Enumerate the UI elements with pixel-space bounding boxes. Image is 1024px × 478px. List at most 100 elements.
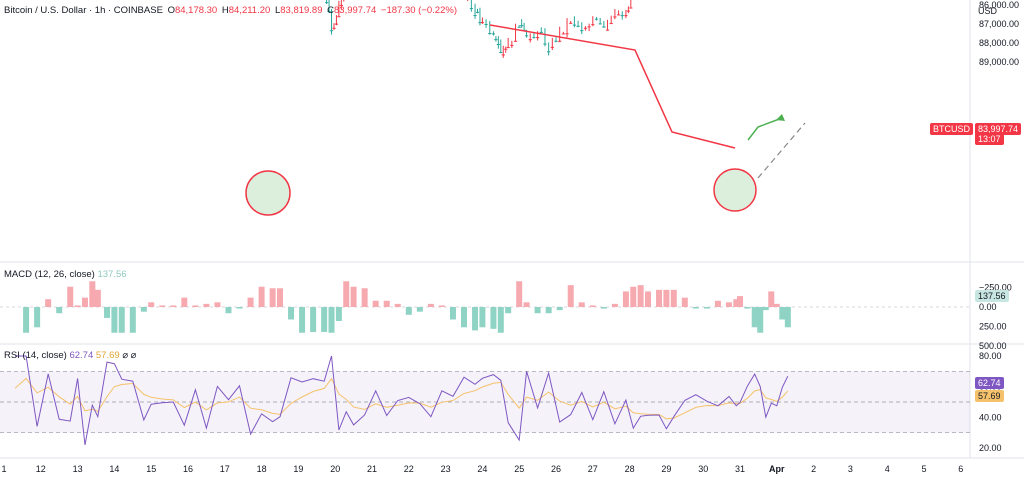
candle-body (473, 15, 477, 17)
rsi-badge: 62.74 (975, 377, 1004, 389)
candle-body (524, 35, 529, 37)
time-axis-tick: Apr (769, 464, 785, 474)
candle-body (327, 11, 331, 13)
macd-histogram-bar (89, 281, 96, 307)
candle-body (504, 48, 508, 50)
candle-body (629, 7, 633, 9)
candle-body (469, 8, 473, 10)
candle-body (624, 15, 628, 17)
candle-body (513, 40, 518, 42)
candle-body (528, 39, 532, 41)
macd-histogram-bar (343, 281, 350, 307)
macd-histogram-bar (744, 307, 751, 309)
candle-body (329, 30, 334, 32)
macd-histogram-bar (67, 286, 74, 307)
time-axis-tick: 13 (73, 464, 83, 474)
macd-histogram-bar (630, 286, 637, 307)
time-axis-tick: 28 (625, 464, 635, 474)
candle-body (626, 10, 630, 12)
macd-histogram-bar (703, 307, 710, 309)
macd-histogram-bar (622, 291, 629, 307)
rsi-ma-badge: 57.69 (975, 390, 1004, 402)
macd-histogram-bar (159, 305, 166, 307)
candle-body (332, 27, 336, 29)
candle-body (565, 33, 569, 35)
candle-body (583, 27, 588, 29)
downtrend-line (489, 24, 736, 149)
high-label: H (221, 5, 229, 16)
price-axis-tick: 87,000.00 (979, 19, 1019, 29)
currency-label: USD (978, 6, 998, 16)
macd-histogram-bar (74, 305, 81, 307)
candle-body (539, 31, 543, 33)
macd-histogram-bar (578, 302, 585, 307)
dashed-projection (757, 122, 806, 179)
candle-body (547, 51, 551, 53)
macd-axis-tick: 250.00 (979, 322, 1007, 332)
macd-histogram-bar (118, 307, 125, 333)
candle-body (558, 40, 562, 42)
macd-histogram-bar (140, 307, 147, 312)
candle-body (572, 24, 576, 26)
macd-histogram-bar (762, 307, 769, 311)
macd-histogram-bar (725, 302, 732, 307)
macd-histogram-bar (405, 307, 412, 315)
candle-body (510, 44, 514, 46)
macd-histogram-bar (94, 289, 101, 307)
macd-histogram-bar (663, 289, 670, 307)
macd-histogram-bar (497, 307, 504, 333)
macd-histogram-bar (779, 307, 786, 320)
macd-histogram-bar (23, 307, 30, 333)
macd-histogram-bar (148, 302, 155, 307)
time-axis-tick: 17 (220, 464, 230, 474)
change-value: −187.30 (−0.22%) (380, 5, 457, 16)
time-axis-tick: 18 (257, 464, 267, 474)
rsi-legend: RSI (14, close) 62.74 57.69 ⌀ ⌀ (4, 350, 136, 361)
macd-histogram-bar (490, 307, 497, 329)
macd-title: MACD (12, 26, close) (4, 269, 95, 280)
macd-histogram-bar (737, 296, 743, 307)
candle-body (480, 22, 484, 24)
time-axis-tick: 23 (441, 464, 451, 474)
time-axis-tick: 19 (293, 464, 303, 474)
macd-histogram-bar (656, 289, 663, 307)
macd-histogram-bar (335, 307, 342, 322)
countdown-badge: 13:07 (975, 133, 1004, 145)
candle-body (501, 54, 505, 56)
candle-body (475, 11, 480, 13)
macd-histogram-bar (321, 307, 328, 332)
macd-histogram-bar (236, 307, 243, 309)
time-axis-tick: 5 (921, 464, 926, 474)
open-label: O (167, 5, 175, 16)
macd-histogram-bar (534, 307, 541, 314)
candle-body (478, 22, 482, 24)
time-axis-tick: 21 (367, 464, 377, 474)
projection-arrow (747, 117, 783, 141)
candle-body (587, 26, 591, 28)
support-circle-left (245, 170, 291, 216)
candle-body (543, 43, 547, 45)
rsi-axis-tick: 20.00 (979, 443, 1002, 453)
time-axis-tick: 3 (848, 464, 853, 474)
time-axis-tick: 4 (885, 464, 890, 474)
macd-histogram-bar (645, 291, 651, 307)
time-axis-tick: 12 (36, 464, 46, 474)
macd-histogram-bar (589, 305, 596, 307)
macd-axis-tick: 500.00 (979, 341, 1007, 351)
macd-histogram-bar (670, 289, 677, 307)
candle-body (506, 47, 510, 49)
candle-body (532, 37, 536, 39)
rsi-line (15, 355, 789, 445)
candle-body (517, 26, 521, 28)
macd-histogram-bar (416, 307, 423, 312)
macd-histogram-bar (225, 307, 232, 314)
macd-value: 137.56 (97, 269, 127, 280)
macd-histogram-bar (472, 307, 479, 331)
candle-body (616, 14, 621, 16)
candle-body (325, 2, 329, 4)
macd-histogram-bar (310, 307, 317, 332)
candle-body (602, 26, 606, 28)
macd-histogram-bar (45, 299, 52, 307)
macd-histogram-bar (479, 307, 486, 328)
